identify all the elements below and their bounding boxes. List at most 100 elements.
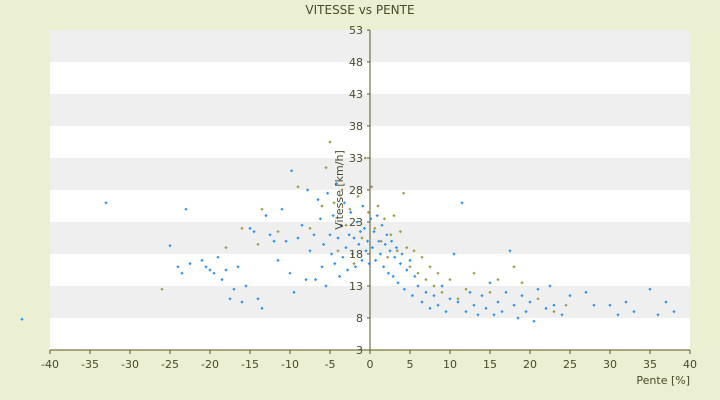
data-point bbox=[366, 239, 370, 243]
x-tick-label: 5 bbox=[407, 358, 414, 371]
data-point bbox=[370, 246, 374, 250]
data-point bbox=[552, 303, 556, 307]
data-point bbox=[363, 156, 367, 160]
data-point bbox=[376, 204, 380, 208]
data-point bbox=[320, 265, 324, 269]
data-point bbox=[370, 185, 374, 189]
data-point bbox=[369, 217, 373, 221]
data-point bbox=[386, 255, 390, 259]
data-point bbox=[366, 210, 370, 214]
data-point bbox=[354, 265, 358, 269]
data-point bbox=[428, 306, 432, 310]
data-point bbox=[224, 268, 228, 272]
y-tick-label: 28 bbox=[349, 184, 363, 197]
data-point bbox=[280, 207, 284, 211]
data-point bbox=[346, 268, 350, 272]
data-point bbox=[292, 290, 296, 294]
data-point bbox=[336, 236, 340, 240]
data-point bbox=[448, 297, 452, 301]
data-point bbox=[400, 252, 404, 256]
data-point bbox=[380, 223, 384, 227]
data-point bbox=[460, 201, 464, 205]
data-point bbox=[520, 294, 524, 298]
data-point bbox=[248, 226, 252, 230]
data-point bbox=[334, 182, 338, 186]
data-point bbox=[104, 201, 108, 205]
data-point bbox=[504, 290, 508, 294]
data-point bbox=[256, 297, 260, 301]
data-point bbox=[398, 230, 402, 234]
x-tick-label: -25 bbox=[161, 358, 179, 371]
x-tick-label: 40 bbox=[683, 358, 697, 371]
data-point bbox=[389, 233, 393, 237]
data-point bbox=[276, 230, 280, 234]
data-point bbox=[296, 236, 300, 240]
data-point bbox=[208, 268, 212, 272]
data-point bbox=[338, 274, 342, 278]
data-point bbox=[352, 236, 356, 240]
data-point bbox=[592, 303, 596, 307]
data-point bbox=[304, 278, 308, 282]
data-point bbox=[232, 287, 236, 291]
data-point bbox=[544, 306, 548, 310]
data-point bbox=[296, 185, 300, 189]
data-point bbox=[330, 252, 334, 256]
data-point bbox=[436, 271, 440, 275]
data-point bbox=[240, 226, 244, 230]
y-tick-label: 23 bbox=[349, 216, 363, 229]
data-point bbox=[383, 242, 387, 246]
data-point bbox=[528, 300, 532, 304]
data-point bbox=[284, 239, 288, 243]
data-point bbox=[382, 265, 386, 269]
data-point bbox=[386, 271, 390, 275]
data-point bbox=[385, 233, 389, 237]
data-point bbox=[394, 246, 398, 250]
data-point bbox=[488, 281, 492, 285]
data-point bbox=[318, 217, 322, 221]
data-point bbox=[224, 246, 228, 250]
data-point bbox=[168, 244, 172, 248]
data-point bbox=[520, 281, 524, 285]
data-point bbox=[496, 300, 500, 304]
data-point bbox=[314, 278, 318, 282]
data-point bbox=[372, 230, 376, 234]
data-point bbox=[260, 207, 264, 211]
y-tick-label: 38 bbox=[349, 120, 363, 133]
data-point bbox=[264, 214, 268, 218]
data-point bbox=[476, 313, 480, 317]
y-tick-label: 18 bbox=[349, 248, 363, 261]
data-points bbox=[20, 140, 676, 323]
x-tick-label: -20 bbox=[201, 358, 219, 371]
data-point bbox=[405, 246, 409, 250]
x-tick-label: 0 bbox=[367, 358, 374, 371]
data-point bbox=[488, 290, 492, 294]
data-point bbox=[344, 246, 348, 250]
data-point bbox=[252, 230, 256, 234]
data-point bbox=[200, 258, 204, 262]
data-point bbox=[492, 313, 496, 317]
data-point bbox=[336, 249, 340, 253]
data-point bbox=[395, 249, 399, 253]
data-point bbox=[524, 310, 528, 314]
data-point bbox=[320, 204, 324, 208]
data-point bbox=[375, 214, 379, 218]
data-point bbox=[240, 300, 244, 304]
data-point bbox=[332, 201, 336, 205]
data-point bbox=[244, 284, 248, 288]
data-point bbox=[564, 303, 568, 307]
data-point bbox=[344, 223, 348, 227]
data-point bbox=[364, 249, 368, 253]
data-point bbox=[420, 255, 424, 259]
data-point bbox=[456, 300, 460, 304]
data-point bbox=[358, 230, 362, 234]
data-point bbox=[348, 207, 352, 211]
x-tick-label: -30 bbox=[121, 358, 139, 371]
data-point bbox=[516, 316, 520, 320]
data-point bbox=[374, 258, 378, 262]
data-point bbox=[388, 249, 392, 253]
x-tick-label: 15 bbox=[483, 358, 497, 371]
data-point bbox=[362, 226, 366, 230]
data-point bbox=[468, 290, 472, 294]
data-point bbox=[456, 297, 460, 301]
